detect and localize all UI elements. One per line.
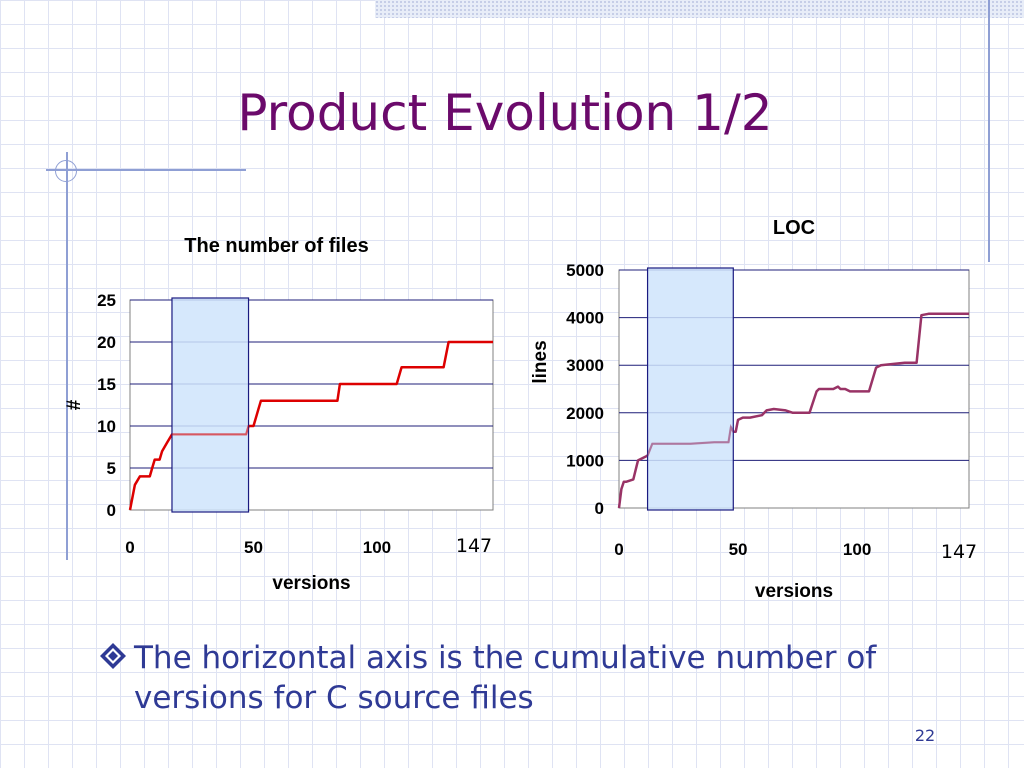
loc-y-tick-label: 0	[595, 499, 604, 518]
loc-x-tick-label: 0	[614, 540, 623, 559]
slide-title: Product Evolution 1/2	[237, 84, 773, 142]
loc-y-tick-label: 2000	[566, 404, 604, 423]
right-decorative-line	[988, 0, 990, 262]
top-decorative-band	[375, 0, 1024, 18]
files-x-tick-label: 0	[125, 538, 134, 557]
diamond-bullet-icon	[100, 643, 126, 669]
left-decorative-line	[66, 152, 68, 560]
loc-y-tick-label: 5000	[566, 261, 604, 280]
files-highlight-range	[171, 297, 250, 513]
slide-number: 22	[914, 726, 936, 745]
decorative-circle	[55, 160, 77, 182]
files-chart-title: The number of files	[184, 235, 368, 257]
loc-y-tick-label: 1000	[566, 451, 604, 470]
files-y-tick-label: 25	[97, 291, 116, 310]
loc-x-tick-label: 50	[729, 540, 748, 559]
loc-x-axis-label: versions	[755, 581, 833, 602]
title-underline	[46, 169, 246, 171]
files-x-tick-label: 100	[363, 538, 391, 557]
files-y-tick-label: 20	[97, 333, 116, 352]
loc-highlight-range	[646, 267, 734, 511]
loc-y-axis-label: lines	[530, 340, 551, 383]
bullet-text: The horizontal axis is the cumulative nu…	[134, 640, 877, 716]
loc-x-tick-label: 100	[843, 540, 871, 559]
files-y-tick-label: 0	[107, 501, 116, 520]
files-y-tick-label: 15	[97, 375, 116, 394]
files-y-tick-label: 10	[97, 417, 116, 436]
files-max-version-label: 147	[456, 535, 492, 557]
loc-max-version-label: 147	[941, 541, 977, 563]
loc-y-tick-label: 3000	[566, 356, 604, 375]
files-series-line	[128, 340, 493, 511]
files-y-axis-label: #	[64, 399, 85, 410]
loc-y-tick-label: 4000	[566, 309, 604, 328]
loc-chart-title: LOC	[773, 217, 815, 239]
files-x-tick-label: 50	[244, 538, 263, 557]
files-y-tick-label: 5	[107, 459, 116, 478]
files-x-axis-label: versions	[272, 573, 350, 594]
loc-series-line-highlighted	[647, 423, 734, 457]
